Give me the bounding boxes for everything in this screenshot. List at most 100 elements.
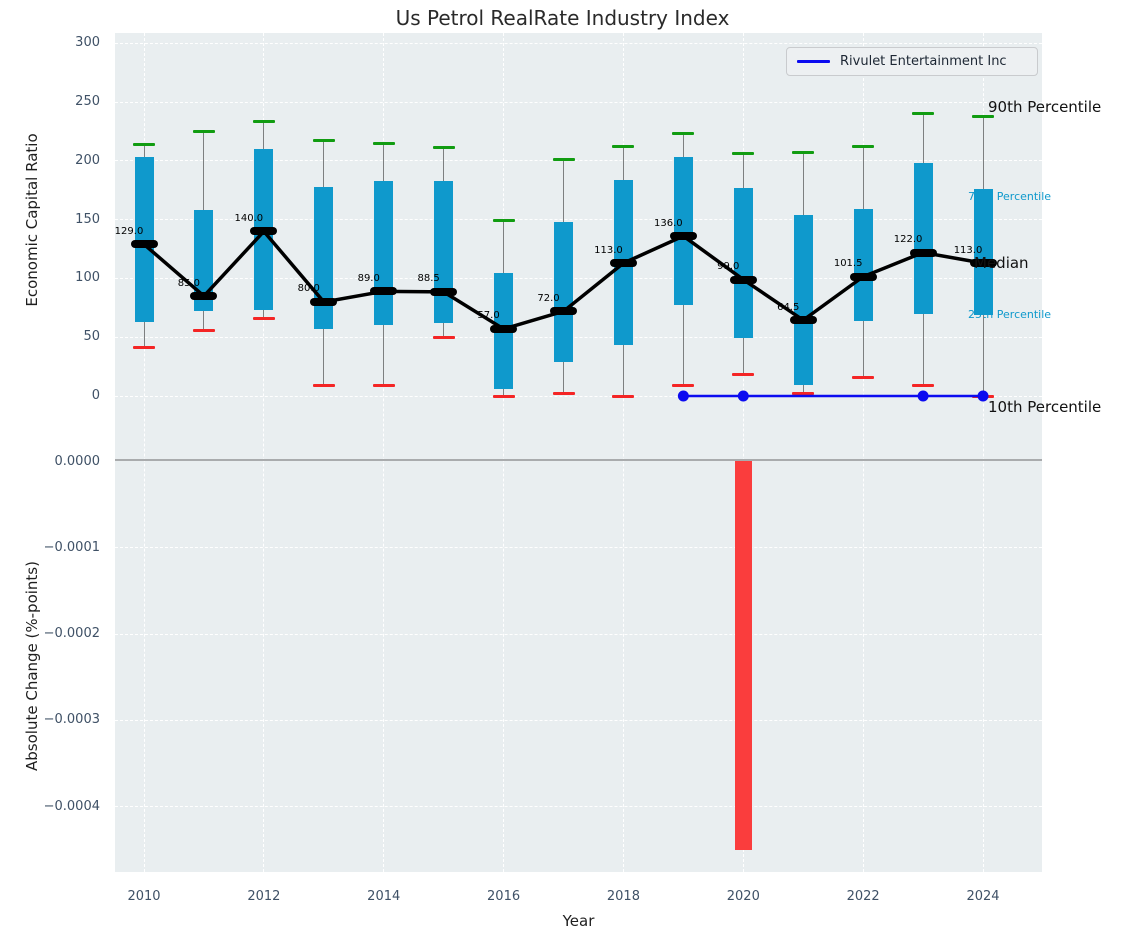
- top-y-tick-label: 0: [91, 388, 100, 403]
- p10-cap: [672, 383, 695, 387]
- top-y-tick-label: 250: [75, 94, 100, 109]
- p90-cap: [312, 139, 335, 143]
- bottom-gridline-h: [115, 806, 1042, 807]
- p10-cap: [852, 375, 875, 379]
- p90-cap: [252, 120, 275, 124]
- median-value-label: 140.0: [234, 212, 264, 224]
- chart-title: Us Petrol RealRate Industry Index: [395, 6, 730, 30]
- x-tick-label: 2020: [726, 889, 760, 904]
- legend-label: Rivulet Entertainment Inc: [840, 54, 1007, 69]
- annotation-median: Median: [974, 254, 1029, 272]
- x-tick-label: 2014: [367, 889, 401, 904]
- bottom-y-tick-label: −0.0003: [43, 712, 100, 728]
- gridline-v: [143, 33, 145, 872]
- zero-baseline: [115, 459, 1042, 461]
- x-tick-label: 2016: [487, 889, 521, 904]
- median-value-label: 99.0: [717, 261, 740, 273]
- bottom-y-tick-label: 0.0000: [54, 453, 101, 469]
- top-gridline-h: [115, 101, 1042, 103]
- median-value-label: 85.0: [177, 277, 201, 289]
- legend: Rivulet Entertainment Inc: [786, 47, 1038, 76]
- top-y-axis-label: Economic Capital Ratio: [23, 133, 41, 307]
- median-marker: [550, 307, 577, 316]
- p90-cap: [852, 145, 875, 149]
- p10-cap: [612, 394, 635, 398]
- p90-cap: [492, 219, 515, 223]
- bottom-y-tick-label: −0.0002: [43, 626, 100, 641]
- median-marker: [669, 232, 697, 241]
- median-marker: [909, 248, 937, 257]
- x-tick-label: 2018: [606, 889, 640, 904]
- p10-cap: [912, 383, 935, 387]
- x-axis-label: Year: [562, 912, 595, 930]
- top-y-tick-label: 100: [75, 270, 100, 286]
- median-value-label: 64.5: [777, 301, 800, 313]
- bottom-gridline-h: [115, 719, 1042, 721]
- gridline-v: [862, 33, 864, 872]
- gridline-v: [503, 33, 505, 872]
- p90-cap: [912, 112, 935, 116]
- median-marker: [250, 227, 278, 236]
- change-bar: [734, 461, 752, 850]
- median-marker: [849, 272, 877, 281]
- median-value-label: 122.0: [893, 234, 923, 246]
- p90-cap: [972, 114, 995, 118]
- top-y-tick-label: 300: [75, 35, 100, 51]
- median-marker: [130, 240, 158, 249]
- p90-cap: [672, 132, 695, 136]
- p90-cap: [133, 142, 155, 146]
- top-gridline-h: [115, 336, 1042, 338]
- p10-cap: [432, 335, 455, 339]
- median-value-label: 113.0: [594, 244, 623, 256]
- percentile-box: [793, 214, 813, 386]
- median-value-label: 57.0: [477, 310, 500, 322]
- top-gridline-h: [115, 219, 1042, 221]
- top-gridline-h: [115, 160, 1042, 162]
- median-value-label: 89.0: [357, 272, 380, 284]
- median-value-label: 72.0: [537, 292, 560, 304]
- bottom-gridline-h: [115, 633, 1042, 635]
- percentile-box: [434, 180, 454, 324]
- bottom-y-tick-label: −0.0001: [43, 539, 100, 555]
- top-y-tick-label: 150: [75, 211, 100, 227]
- median-value-label: 101.5: [833, 258, 863, 270]
- p90-cap: [552, 158, 575, 162]
- median-marker: [310, 297, 338, 306]
- bottom-y-tick-label: −0.0004: [43, 798, 100, 814]
- x-tick-label: 2012: [247, 889, 281, 904]
- p10-cap: [492, 394, 515, 398]
- p90-cap: [612, 145, 635, 149]
- top-gridline-h: [115, 395, 1042, 397]
- median-value-label: 129.0: [114, 225, 144, 237]
- p10-cap: [192, 328, 215, 332]
- x-tick-label: 2022: [846, 889, 880, 904]
- p90-cap: [372, 141, 395, 145]
- x-tick-label: 2024: [966, 889, 1000, 904]
- annotation-90th-percentile: 90th Percentile: [988, 98, 1102, 116]
- gridline-v: [742, 33, 744, 872]
- p90-cap: [432, 146, 455, 150]
- gridline-v: [263, 33, 265, 872]
- bottom-gridline-h: [115, 547, 1042, 549]
- median-marker: [729, 275, 757, 284]
- p90-cap: [792, 151, 815, 155]
- p10-cap: [732, 373, 755, 377]
- top-gridline-h: [115, 42, 1042, 44]
- gridline-v: [982, 33, 984, 872]
- p90-cap: [732, 152, 755, 156]
- p10-cap: [252, 316, 275, 320]
- bottom-y-axis-label: Absolute Change (%-points): [23, 561, 41, 771]
- p10-cap: [792, 392, 815, 396]
- median-value-label: 80.0: [297, 283, 320, 295]
- legend-line-sample: [797, 60, 830, 63]
- gridline-v: [622, 33, 624, 872]
- percentile-box: [314, 186, 334, 329]
- median-value-label: 88.5: [417, 273, 440, 285]
- median-marker: [190, 292, 218, 301]
- median-marker: [490, 324, 518, 333]
- median-marker: [430, 287, 458, 296]
- p10-cap: [552, 392, 575, 396]
- bottom-plot-area: [115, 460, 1042, 872]
- x-tick-label: 2010: [127, 889, 161, 904]
